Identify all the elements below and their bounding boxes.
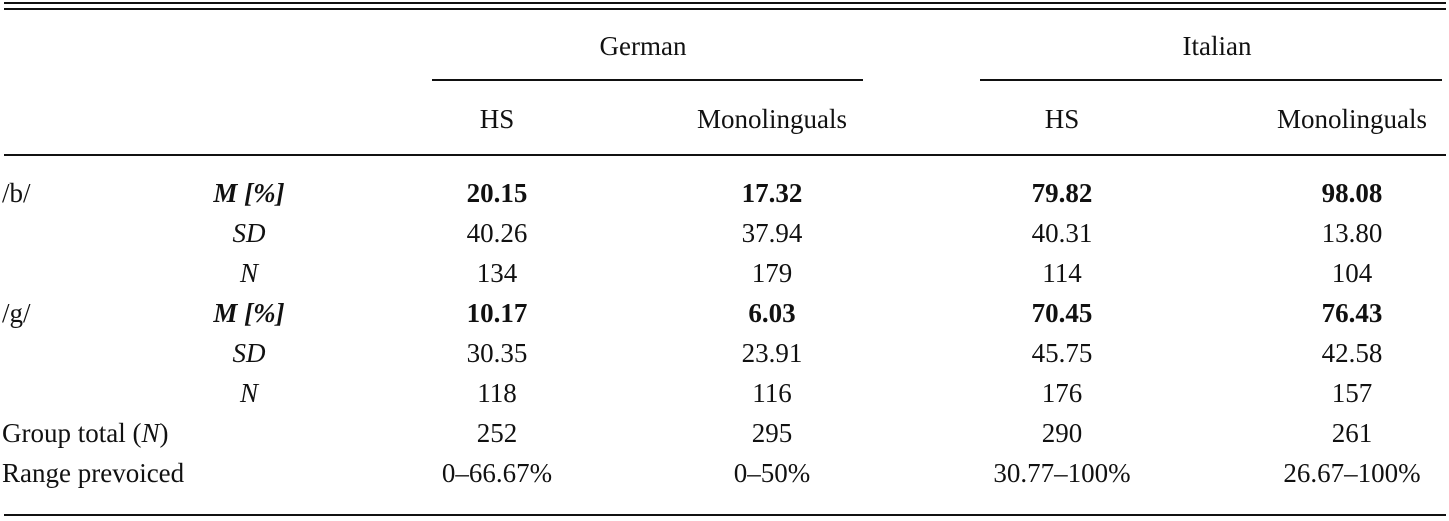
stat-label: SD	[232, 218, 266, 248]
stat-label: SD	[232, 338, 266, 368]
table-cell: 118	[477, 378, 517, 408]
bottom-rule	[4, 514, 1446, 516]
summary-label-suffix: )	[159, 418, 169, 448]
summary-label-italic: N	[141, 418, 160, 448]
top-rule	[4, 2, 1446, 4]
segment-label: /b/	[2, 178, 31, 208]
table-cell: 30.35	[466, 338, 528, 368]
group-header-german: German	[599, 31, 687, 61]
table-cell: 13.80	[1321, 218, 1383, 248]
table-cell: 98.08	[1321, 178, 1383, 208]
table-cell: 37.94	[741, 218, 803, 248]
stat-label: N	[239, 378, 259, 408]
german-span-rule	[432, 79, 863, 81]
table-cell: 42.58	[1321, 338, 1383, 368]
summary-label-text: Range prevoiced	[2, 458, 185, 488]
top-rule-second	[4, 8, 1446, 10]
header-rule	[4, 154, 1446, 156]
table-cell: 40.31	[1031, 218, 1093, 248]
table-cell: 179	[751, 258, 793, 288]
table-cell: 40.26	[466, 218, 528, 248]
table-cell: 70.45	[1031, 298, 1093, 328]
table-cell: 45.75	[1031, 338, 1093, 368]
group-header-italian: Italian	[1182, 31, 1252, 61]
table-cell: 0–66.67%	[441, 458, 553, 488]
table-cell: 79.82	[1031, 178, 1093, 208]
stat-label: N	[239, 258, 259, 288]
table-cell: 17.32	[741, 178, 803, 208]
col-header-italian-mono: Monolinguals	[1276, 104, 1428, 134]
table-cell: 104	[1331, 258, 1373, 288]
table-cell: 261	[1331, 418, 1373, 448]
table-cell: 252	[476, 418, 518, 448]
italian-span-rule	[980, 79, 1442, 81]
table-cell: 295	[751, 418, 793, 448]
table-cell: 20.15	[466, 178, 528, 208]
table-cell: 10.17	[466, 298, 528, 328]
table-cell: 157	[1331, 378, 1373, 408]
segment-label: /g/	[2, 298, 31, 328]
table-cell: 134	[476, 258, 518, 288]
table-cell: 6.03	[748, 298, 796, 328]
table-cell: 290	[1041, 418, 1083, 448]
table-cell: 116	[752, 378, 792, 408]
stat-label: M [%]	[213, 298, 285, 328]
table-cell: 0–50%	[733, 458, 811, 488]
table-cell: 30.77–100%	[993, 458, 1131, 488]
table-cell: 176	[1041, 378, 1083, 408]
table-cell: 26.67–100%	[1283, 458, 1421, 488]
stat-label: M [%]	[213, 178, 285, 208]
table-cell: 114	[1042, 258, 1082, 288]
table-cell: 23.91	[741, 338, 803, 368]
summary-label-text: Group total (	[2, 418, 142, 448]
col-header-italian-hs: HS	[1044, 104, 1080, 134]
summary-label: Range prevoiced	[2, 457, 184, 489]
col-header-german-hs: HS	[479, 104, 515, 134]
summary-label: Group total (N)	[2, 417, 169, 449]
table-cell: 76.43	[1321, 298, 1383, 328]
col-header-german-mono: Monolinguals	[696, 104, 848, 134]
